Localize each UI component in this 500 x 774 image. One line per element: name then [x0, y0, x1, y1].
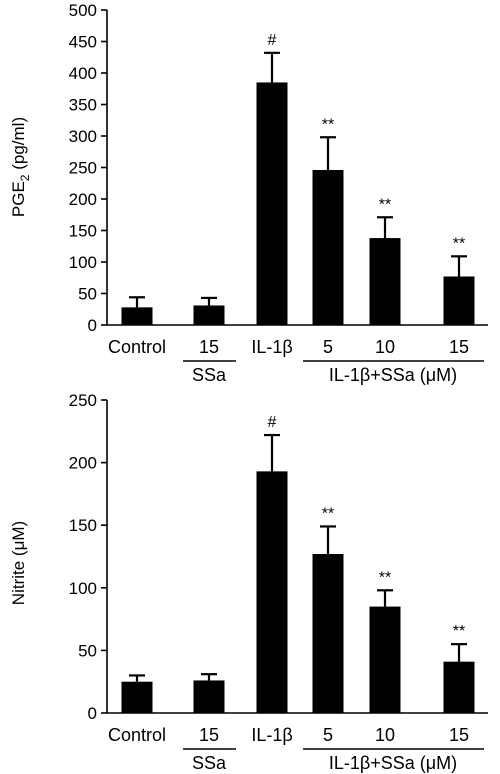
y-tick-label: 200: [69, 190, 97, 209]
y-tick-label: 400: [69, 64, 97, 83]
significance-marker: **: [379, 196, 391, 213]
significance-marker: #: [268, 32, 277, 49]
plot-area: 0 50 100 150 200 250 Control 15 # IL-1β ** 5 ** 10 ** 1…: [69, 391, 488, 773]
significance-marker: **: [322, 505, 334, 522]
x-tick-label: 15: [449, 725, 469, 745]
x-tick-label: 10: [375, 725, 395, 745]
x-tick-label: IL-1β: [251, 337, 292, 357]
bar: [443, 661, 475, 713]
y-tick-label: 0: [88, 704, 97, 723]
significance-marker: **: [453, 623, 465, 640]
bar: [121, 681, 153, 713]
y-axis-label: PGE2 (pg/ml): [9, 117, 32, 217]
y-tick-label: 500: [69, 1, 97, 20]
bar: [312, 170, 344, 325]
group-label: IL-1β+SSa (μM): [329, 753, 457, 773]
x-tick-label: 5: [323, 725, 333, 745]
significance-marker: **: [453, 235, 465, 252]
bar: [369, 238, 401, 325]
x-tick-label: IL-1β: [251, 725, 292, 745]
x-tick-label: 15: [449, 337, 469, 357]
bar: [369, 606, 401, 713]
bar: [256, 471, 288, 713]
y-tick-label: 300: [69, 127, 97, 146]
pge2-bar-chart: PGE2 (pg/ml) 0 50 100 150 200 250 300 350 400 450…: [9, 1, 488, 385]
significance-marker: **: [379, 569, 391, 586]
x-tick-label: 5: [323, 337, 333, 357]
x-tick-label: Control: [108, 337, 166, 357]
bar: [121, 307, 153, 325]
significance-marker: #: [268, 414, 277, 431]
y-axis-label-subscript: 2: [18, 174, 32, 181]
y-tick-label: 150: [69, 516, 97, 535]
y-tick-label: 100: [69, 579, 97, 598]
y-tick-label: 0: [88, 316, 97, 335]
y-tick-label: 50: [78, 285, 97, 304]
y-tick-label: 100: [69, 253, 97, 272]
y-axis-label-main: PGE: [9, 181, 28, 217]
plot-area: 0 50 100 150 200 250 300 350 400 450 500 Control 15 #…: [69, 1, 488, 385]
y-tick-label: 50: [78, 641, 97, 660]
y-tick-label: 350: [69, 96, 97, 115]
bar: [312, 553, 344, 713]
bar: [256, 82, 288, 325]
y-tick-label: 250: [69, 159, 97, 178]
y-tick-label: 450: [69, 33, 97, 52]
significance-marker: **: [322, 116, 334, 133]
y-axis-label: Nitrite (μM): [9, 521, 28, 605]
svg-text:PGE2 (pg/ml): PGE2 (pg/ml): [9, 117, 32, 217]
y-axis-label-text: Nitrite (μM): [9, 521, 28, 605]
group-label: IL-1β+SSa (μM): [329, 365, 457, 385]
y-tick-label: 150: [69, 222, 97, 241]
y-tick-label: 250: [69, 391, 97, 410]
bar: [193, 680, 225, 713]
x-tick-label: 15: [199, 337, 219, 357]
bar: [443, 276, 475, 325]
group-label: SSa: [192, 365, 227, 385]
group-label: SSa: [192, 753, 227, 773]
bar: [193, 305, 225, 325]
y-axis-label-unit: (pg/ml): [9, 117, 28, 175]
nitrite-bar-chart: Nitrite (μM) 0 50 100 150 200 250 Control 15 # IL…: [9, 391, 488, 773]
x-tick-label: 15: [199, 725, 219, 745]
y-tick-label: 200: [69, 454, 97, 473]
x-tick-label: Control: [108, 725, 166, 745]
x-tick-label: 10: [375, 337, 395, 357]
